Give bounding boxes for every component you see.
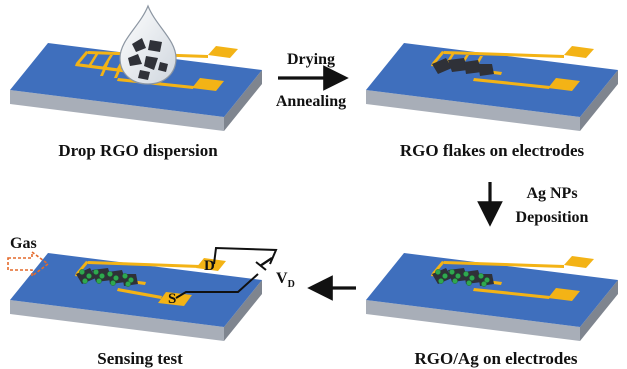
rgo-droplet (119, 4, 177, 85)
electrode-bus (432, 261, 445, 274)
drain-label: D (204, 258, 215, 274)
ag-particle (107, 271, 113, 277)
voltage-source-plate (259, 257, 273, 267)
caption-rgo-ag: RGO/Ag on electrodes (414, 349, 577, 368)
rgo-flake (464, 60, 482, 74)
ag-particle (99, 273, 105, 279)
ag-particle (122, 273, 128, 279)
step-label-annealing: Annealing (276, 93, 346, 110)
voltage-label: VD (276, 270, 295, 290)
gas-inlet: Gas (7, 235, 50, 278)
ag-particle (113, 275, 119, 281)
electrode-bus (76, 51, 89, 64)
electrode-bus (473, 78, 550, 89)
source-label: S (168, 291, 176, 307)
ag-particle (128, 277, 134, 283)
contact-pad (564, 46, 594, 58)
electrode-finger (100, 62, 109, 76)
substrate (10, 253, 262, 341)
substrate-side-face (580, 280, 618, 341)
panel-sensing-test: D S VD Gas Sensing test (7, 235, 295, 368)
step-label-deposition: Deposition (516, 209, 589, 226)
caption-drop-dispersion: Drop RGO dispersion (58, 141, 218, 160)
source-wire (175, 273, 259, 299)
gas-arrow-icon (7, 250, 50, 278)
caption-sensing-test: Sensing test (97, 349, 183, 368)
voltage-symbol: V (276, 270, 288, 287)
ag-particle (466, 280, 472, 286)
contact-pad (208, 46, 238, 58)
gas-label: Gas (10, 235, 37, 252)
ag-particle (93, 269, 99, 275)
electrode-bus (444, 51, 564, 58)
substrate-side-face (580, 70, 618, 131)
ag-particle (82, 278, 88, 284)
electrode-bus (473, 288, 550, 299)
rgo-flake (158, 62, 168, 72)
voltage-subscript: D (288, 279, 295, 290)
substrate-front-face (10, 90, 224, 131)
contact-pad (548, 288, 580, 301)
substrate-side-face (224, 70, 262, 131)
ag-particle (484, 277, 490, 283)
rgo-flake (478, 64, 494, 76)
ag-particle (125, 281, 131, 287)
rgo-flake (148, 40, 162, 52)
ag-particle (449, 269, 455, 275)
step-label-ag-nps: Ag NPs (526, 185, 577, 202)
caption-rgo-flakes: RGO flakes on electrodes (400, 141, 585, 160)
step-drying-annealing: Drying Annealing (276, 51, 349, 110)
ag-particle (435, 269, 441, 275)
contact-pad (564, 256, 594, 268)
rgo-flake (432, 58, 452, 74)
ag-particle (452, 278, 458, 284)
ag-nanoparticles (79, 269, 134, 287)
panel-drop-dispersion: Drop RGO dispersion (10, 4, 262, 160)
ag-particle (455, 273, 461, 279)
ag-nanoparticles (435, 269, 490, 287)
substrate-front-face (10, 300, 224, 341)
ag-particle (438, 278, 444, 284)
electrode-finger (114, 64, 123, 78)
substrate-front-face (366, 90, 580, 131)
rgo-flake (132, 38, 146, 52)
rgo-flake (448, 58, 468, 72)
step-ag-deposition: Ag NPs Deposition (477, 182, 589, 227)
substrate-top-face (10, 253, 262, 327)
substrate-front-face (366, 300, 580, 341)
ag-particle (442, 273, 448, 279)
electrode-bus (76, 261, 89, 274)
drain-wire (213, 246, 278, 265)
ag-particle (463, 271, 469, 277)
source-pad (158, 292, 192, 306)
panel-rgo-ag: RGO/Ag on electrodes (366, 253, 618, 368)
electrode-finger (102, 55, 113, 68)
ag-particle (469, 275, 475, 281)
ag-particle (96, 278, 102, 284)
panel-rgo-flakes: RGO flakes on electrodes (366, 43, 618, 160)
measurement-circuit (175, 246, 278, 299)
step-label-drying: Drying (287, 51, 335, 68)
ag-particle (481, 281, 487, 287)
contact-pad (548, 78, 580, 91)
electrode-bus (88, 261, 200, 268)
ag-particle (478, 273, 484, 279)
rgo-flakes (432, 58, 494, 76)
electrode-bus (444, 261, 564, 268)
electrode-bus (117, 288, 162, 299)
ag-particle (110, 280, 116, 286)
contact-pad (192, 78, 224, 91)
ag-particle (79, 269, 85, 275)
electrode-bus (432, 51, 445, 64)
electrode-finger (88, 53, 99, 66)
rgo-flake (128, 54, 142, 66)
rgo-flake (138, 70, 150, 80)
rgo-flake (144, 56, 158, 70)
substrate-side-face (224, 280, 262, 341)
drain-pad (196, 258, 226, 271)
ag-particle (86, 273, 92, 279)
